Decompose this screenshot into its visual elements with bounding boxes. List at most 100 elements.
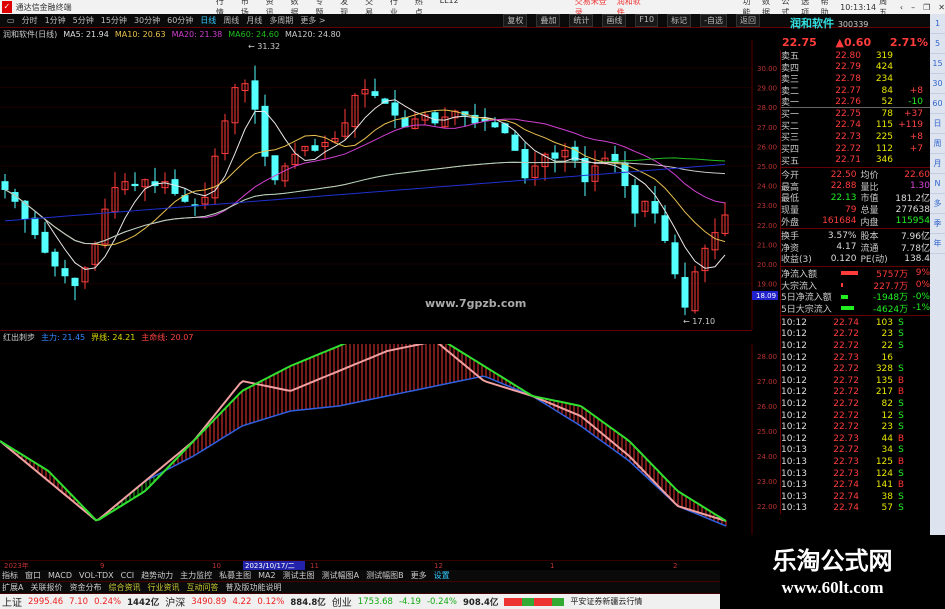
candle [151, 167, 159, 193]
indicator-tab[interactable]: MA2 [258, 571, 276, 580]
period-tab[interactable]: 60分钟 [167, 16, 194, 25]
close-icon[interactable]: ✕ [938, 2, 945, 12]
right-menu-item[interactable]: 数据 [761, 0, 770, 17]
ask-row[interactable]: 卖四 22.79 424 [781, 62, 930, 74]
period-tab[interactable]: 分时 [21, 16, 38, 25]
indicator-tab[interactable]: 主力监控 [180, 571, 213, 580]
side-period-button[interactable]: 60 [930, 94, 945, 114]
right-menu-item[interactable]: 帮助 [820, 0, 829, 17]
menu-item[interactable]: 资讯 [265, 0, 274, 17]
bid-row[interactable]: 买一 22.75 78 +37 [781, 108, 930, 121]
period-tab[interactable]: 周线 [223, 16, 240, 25]
bid-row[interactable]: 买四 22.72 112 +7 [781, 143, 930, 156]
period-tab[interactable]: 15分钟 [100, 16, 127, 25]
period-tab[interactable]: 多周期 [269, 16, 294, 25]
index-name[interactable]: 沪深 [165, 598, 186, 609]
side-period-button[interactable]: 30 [930, 74, 945, 94]
right-menu-item[interactable]: 功能 [742, 0, 751, 17]
back-icon[interactable]: ‹ [899, 2, 904, 12]
indicator-tab[interactable]: 窗口 [25, 571, 41, 580]
ask-row[interactable]: 卖三 22.78 234 [781, 73, 930, 86]
indicator-tab[interactable]: 指标 [2, 571, 18, 580]
side-period-button[interactable]: 年 [930, 234, 945, 254]
toolbar-button[interactable]: 返回 [736, 14, 760, 27]
menu-item[interactable]: LL12 [439, 0, 459, 5]
candle [311, 138, 319, 152]
menu-item[interactable]: 行情 [215, 0, 224, 17]
period-tab[interactable]: 月线 [246, 16, 263, 25]
info-tab[interactable]: 扩展A [2, 583, 24, 592]
indicator-tab[interactable]: 趋势动力 [141, 571, 174, 580]
side-period-button[interactable]: 多 [930, 194, 945, 214]
tick-price: 22.73 [833, 468, 859, 479]
indicator-chart[interactable]: 28.00 27.00 26.00 25.00 24.00 23.00 22.00 [0, 344, 780, 560]
menu-item[interactable]: 数据 [290, 0, 299, 17]
chart-icon[interactable]: ▭ [7, 16, 15, 25]
period-tab[interactable]: 日线 [200, 16, 217, 25]
ask-row[interactable]: 卖二 22.77 84 +8 [781, 85, 930, 98]
right-menu-item[interactable]: 公式 [781, 0, 790, 17]
toolbar-button[interactable]: 叠加 [536, 14, 561, 27]
side-period-button[interactable]: 周 [930, 134, 945, 154]
broker-name[interactable]: 平安证券新疆云行情 [570, 597, 643, 606]
side-period-button[interactable]: 5 [930, 34, 945, 54]
ask-row[interactable]: 卖一 22.76 52 -10 [781, 96, 930, 108]
side-period-button[interactable]: 季 [930, 214, 945, 234]
menu-item[interactable]: 交易 [365, 0, 374, 17]
menu-item[interactable]: 热点 [414, 0, 423, 17]
bid-row[interactable]: 买五 22.71 346 [781, 154, 930, 167]
bid-row-cell: 买三 [781, 133, 800, 144]
side-period-button[interactable]: 日 [930, 114, 945, 134]
indicator-tab[interactable]: 私募主图 [219, 571, 252, 580]
right-menu-item[interactable]: 选项 [801, 0, 810, 17]
ma60-line [4, 157, 726, 245]
minimize-icon[interactable]: – [911, 2, 916, 12]
info-tab[interactable]: 行业资讯 [147, 583, 180, 592]
indicator-tab[interactable]: VOL-TDX [78, 571, 114, 580]
restore-icon[interactable]: ❐ [923, 2, 931, 12]
info-tab[interactable]: 互动问答 [186, 583, 219, 592]
toolbar-button[interactable]: -自选 [700, 14, 727, 27]
indicator-tab[interactable]: 测试主图 [282, 571, 315, 580]
index-turnover: 884.8亿 [290, 597, 326, 608]
y-tick-label: 26.00 [757, 403, 777, 411]
side-period-button[interactable]: 1 [930, 14, 945, 34]
toolbar-button[interactable]: 标记 [667, 14, 692, 27]
trade-login-link[interactable]: 交易未登录 [574, 0, 607, 17]
toolbar-button[interactable]: 画线 [602, 14, 627, 27]
candlestick-chart[interactable]: 30.00 29.00 28.00 27.00 26.00 25.00 24.00 23.00… [0, 40, 780, 330]
menu-item[interactable]: 专题 [315, 0, 324, 17]
period-tab[interactable]: 30分钟 [133, 16, 161, 25]
period-tab[interactable]: 1分钟 [44, 16, 66, 25]
indicator-tab[interactable]: 设置 [433, 571, 450, 580]
info-tab[interactable]: 资金分布 [69, 583, 102, 592]
side-period-button[interactable]: N [930, 174, 945, 194]
toolbar-button[interactable]: 复权 [503, 14, 528, 27]
indicator-tab[interactable]: CCI [120, 571, 135, 580]
candle [681, 262, 689, 316]
side-period-button[interactable]: 月 [930, 154, 945, 174]
stock-link[interactable]: 润和软件 [616, 0, 641, 17]
bid-row[interactable]: 买二 22.74 115 +119 [781, 120, 930, 132]
index-name[interactable]: 上证 [2, 598, 22, 609]
period-tab[interactable]: 5分钟 [72, 16, 94, 25]
period-tab[interactable]: 更多 > [300, 16, 326, 25]
indicator-tab[interactable]: 测试幅图B [366, 571, 404, 580]
indicator-tab[interactable]: 更多 [410, 571, 427, 580]
index-name[interactable]: 创业 [331, 598, 352, 609]
menu-item[interactable]: 市场 [240, 0, 249, 17]
info-tab[interactable]: 综合资讯 [108, 583, 141, 592]
info-tab[interactable]: 关联报价 [30, 583, 63, 592]
side-period-button[interactable]: 15 [930, 54, 945, 74]
indicator-tab[interactable]: MACD [48, 571, 72, 580]
toolbar-button[interactable]: F10 [635, 14, 659, 27]
ask-row-cell: 卖五 [781, 52, 800, 63]
indicator-name[interactable]: 红出刺步 [3, 333, 35, 342]
info-tab[interactable]: 普及版功能说明 [225, 583, 282, 592]
menu-item[interactable]: 行业 [389, 0, 398, 17]
bid-row[interactable]: 买三 22.73 225 +8 [781, 131, 930, 144]
toolbar-button[interactable]: 统计 [569, 14, 594, 27]
ask-row[interactable]: 卖五 22.80 319 [781, 50, 930, 63]
menu-item[interactable]: 发现 [340, 0, 349, 17]
indicator-tab[interactable]: 测试幅图A [321, 571, 360, 580]
